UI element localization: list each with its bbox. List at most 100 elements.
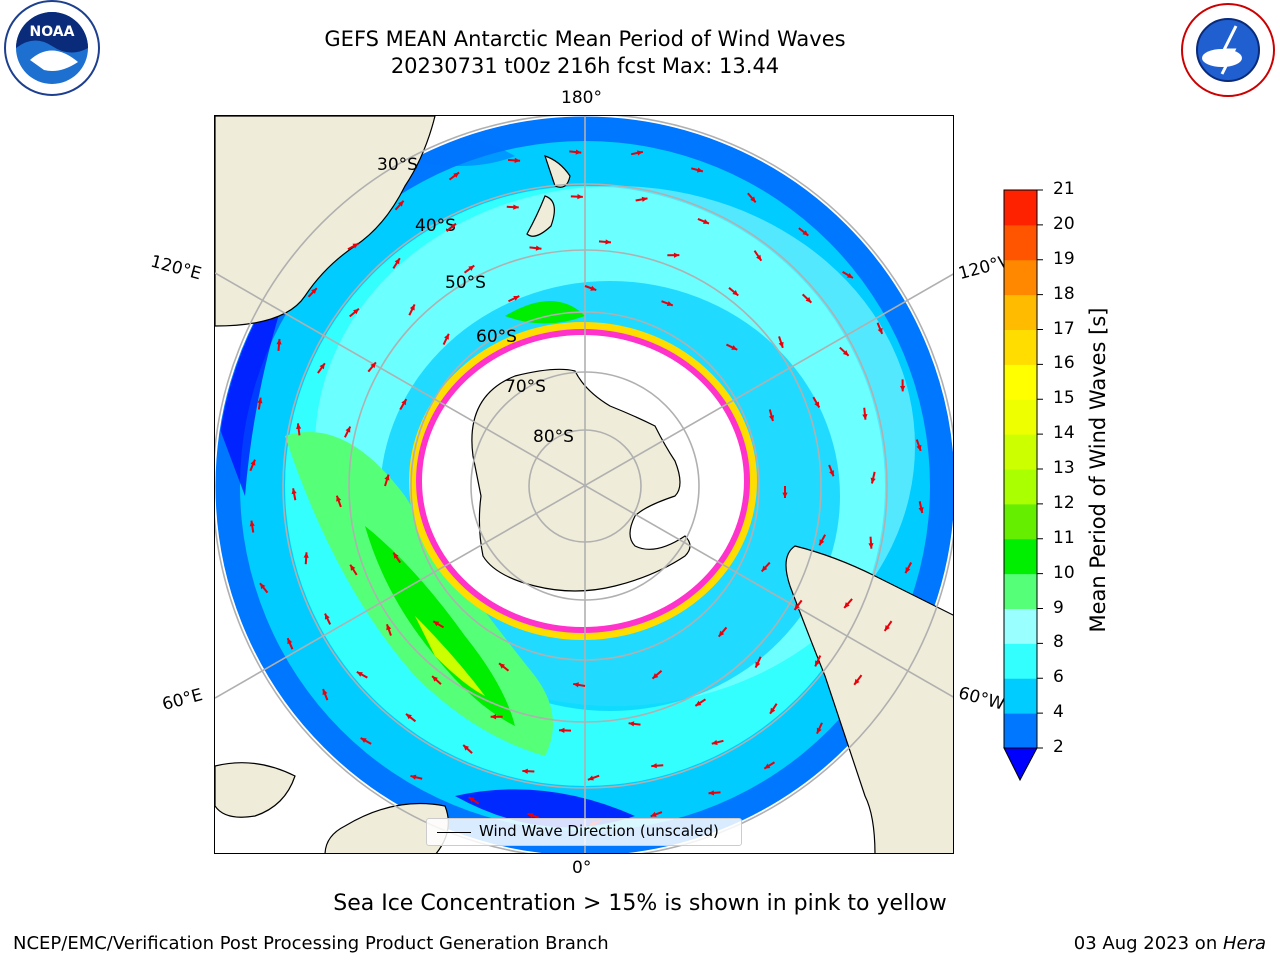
south-america <box>785 545 953 853</box>
wind-wave-arrow-head <box>641 196 648 202</box>
colorbar-segment <box>1004 190 1037 226</box>
wind-wave-arrow-head <box>558 727 565 734</box>
wind-wave-arrow-head <box>276 338 282 345</box>
wind-wave-arrow-head <box>513 296 520 301</box>
colorbar-segment <box>1004 294 1037 330</box>
wind-wave-arrow-head <box>468 797 475 803</box>
wind-wave-arrow-head <box>696 167 703 173</box>
wind-wave-arrow-head <box>862 414 868 420</box>
wind-wave-arrow-head <box>918 507 924 513</box>
wind-wave-arrow-head <box>353 308 359 315</box>
wind-wave-arrow-head <box>884 625 890 631</box>
footer-host: Hera <box>1222 933 1266 954</box>
wind-wave-arrow-head <box>802 230 809 236</box>
wind-wave-arrow-head <box>768 415 775 422</box>
graticule <box>215 116 953 853</box>
wind-wave-arrow-head <box>650 811 657 817</box>
footer-date-text: 03 Aug 2023 on <box>1073 933 1223 954</box>
lat-label-40s: 40°S <box>415 216 456 236</box>
wind-wave-arrow-head <box>870 477 876 484</box>
wind-wave-arrow-head <box>651 763 657 769</box>
colorbar-tick-label: 19 <box>1053 248 1075 269</box>
lat-label-70s: 70°S <box>505 377 546 397</box>
wind-wave-arrow-head <box>513 204 519 210</box>
wind-wave-arrow-head <box>652 673 659 679</box>
page-title: GEFS MEAN Antarctic Mean Period of Wind … <box>324 27 846 51</box>
wind-wave-arrow-head <box>410 774 417 780</box>
wind-wave-arrow-head <box>628 721 635 727</box>
wind-wave-arrow-head <box>637 150 643 156</box>
wind-wave-arrow-head <box>514 157 521 163</box>
colorbar-tick-label: 21 <box>1053 179 1075 199</box>
wind-wave-arrow-head <box>702 219 709 224</box>
colorbar-segment <box>1004 224 1037 261</box>
wind-wave-arrow-head <box>393 552 399 559</box>
wind-wave-arrow-head <box>303 552 309 558</box>
wind-wave-arrow-head <box>755 661 761 668</box>
colorbar-label: Mean Period of Wind Waves [s] <box>1086 307 1110 633</box>
colorbar-segment <box>1004 643 1037 679</box>
lat-label-30s: 30°S <box>377 155 418 175</box>
wind-wave-arrow-head <box>345 426 351 433</box>
lat-label-60s: 60°S <box>476 327 517 347</box>
colorbar-segment <box>1004 364 1037 400</box>
lon-label-0: 0° <box>572 858 592 878</box>
wind-wave-arrow-head <box>490 714 497 720</box>
colorbar <box>1003 189 1043 782</box>
wind-wave-arrow-head <box>409 304 415 311</box>
wind-wave-arrow-head <box>829 470 834 477</box>
colorbar-segment <box>1004 678 1037 714</box>
colorbar-tick-label: 15 <box>1053 388 1075 409</box>
wind-wave-arrow-head <box>750 196 756 203</box>
wind-wave-arrow-head <box>360 738 367 743</box>
wind-wave-arrow-head <box>673 252 680 258</box>
colorbar-tick-label: 12 <box>1053 492 1075 513</box>
wind-wave-arrow-head <box>433 621 440 627</box>
wind-wave-arrow-head <box>605 239 611 245</box>
wind-wave-arrow-head <box>401 399 407 406</box>
forecast-subtitle: 20230731 t00z 216h fcst Max: 13.44 <box>390 54 780 78</box>
lon-label-180: 180° <box>561 88 602 108</box>
wind-wave-arrow-head <box>844 602 850 608</box>
nws-logo-icon <box>1181 3 1275 97</box>
wind-wave-arrow-head <box>877 327 883 334</box>
wind-wave-arrow-head <box>324 613 330 620</box>
wind-wave-arrow-head <box>453 172 460 178</box>
wind-wave-arrow-head <box>250 459 256 466</box>
colorbar-segment <box>1004 469 1037 505</box>
wind-wave-arrow-head <box>575 149 582 155</box>
wind-wave-arrow-head <box>370 362 376 369</box>
wind-wave-arrow-head <box>695 700 702 706</box>
wind-wave-arrow-head <box>394 258 400 265</box>
colorbar-tick-label: 9 <box>1053 597 1064 618</box>
map-frame: 30°S 40°S 50°S 60°S 70°S 80°S <box>214 115 954 854</box>
wind-wave-arrow-head <box>846 272 853 278</box>
wind-wave-arrow-head <box>405 713 412 720</box>
wind-wave-arrow-head <box>522 768 528 774</box>
map-legend: Wind Wave Direction (unscaled) <box>426 818 742 846</box>
wind-wave-arrow-head <box>356 671 363 677</box>
wind-wave-arrow-head <box>666 301 673 306</box>
colorbar-tick-label: 20 <box>1053 213 1075 234</box>
wind-wave-arrow-head <box>397 200 404 207</box>
colorbar-segment <box>1004 713 1037 749</box>
wind-wave-arrow-head <box>384 474 390 481</box>
wind-wave-arrow-head <box>905 567 911 574</box>
colorbar-tick-label: 17 <box>1053 318 1075 339</box>
wind-wave-arrow-head <box>708 790 715 796</box>
wind-wave-arrow-head <box>819 539 825 546</box>
wind-wave-arrow-head <box>291 488 297 495</box>
colorbar-segment <box>1004 538 1037 575</box>
wind-wave-arrow-head <box>350 564 356 571</box>
wind-wave-arrow-head <box>352 243 359 249</box>
colorbar-segment <box>1004 259 1037 296</box>
wind-wave-arrow-head <box>794 604 800 611</box>
wind-wave-arrow-head <box>386 624 392 631</box>
antarctica <box>471 368 691 592</box>
colorbar-tick-label: 14 <box>1053 423 1075 444</box>
wind-wave-arrow-head <box>854 678 860 685</box>
wind-wave-arrow-head <box>778 341 784 348</box>
wind-wave-arrow-head <box>770 707 776 714</box>
wind-wave-arrow-head <box>527 813 534 819</box>
wind-wave-arrow-head <box>816 727 822 734</box>
